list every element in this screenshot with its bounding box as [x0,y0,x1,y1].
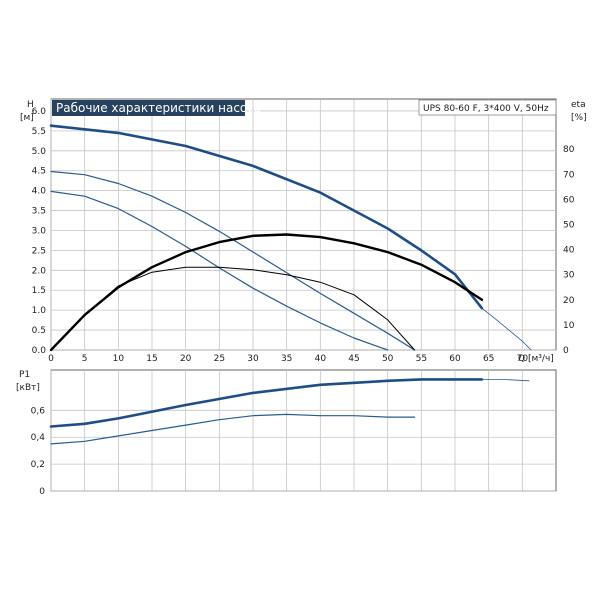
y-tick-label: 2.0 [32,266,47,276]
y2-tick-label: 20 [563,296,575,306]
y2-tick-label: 60 [563,195,575,205]
y-tick-label: 5.5 [32,127,46,137]
head-eta-plot: 0 5 10 15 20 25 30 35 40 45 50 55 60 65 70 0.0 0.5 1.0 1.5… [20,98,587,364]
y-tick-label: 1.0 [32,306,47,316]
plot-area [50,98,557,351]
y2-tick-label: 40 [563,246,575,256]
head-curve [50,170,416,351]
plot-area [50,369,557,492]
y-tick-label: 3.0 [32,226,47,236]
y-tick-label: 3.5 [32,207,46,217]
y-tick-label: 1.5 [32,286,46,296]
y2-tick-label: 70 [563,170,575,180]
head-curve [49,124,484,310]
y-tick-label: 0,6 [31,406,46,416]
x-tick-label: 30 [247,354,259,364]
x-tick-label: 40 [315,354,327,364]
x-tick-label: 25 [214,354,225,364]
y-axis-label: P1 [19,370,30,380]
efficiency-curve [49,233,484,352]
x-tick-label: 55 [416,354,427,364]
x-tick-label: 0 [48,354,54,364]
title-box [52,100,245,116]
y2-tick-label: 10 [563,321,575,331]
head-curve [50,190,389,351]
x-tick-label: 65 [483,354,494,364]
y-tick-label: 0.0 [32,346,47,356]
y-tick-label: 4.0 [32,187,47,197]
x-tick-label: 35 [281,354,292,364]
y-tick-label: 0,4 [31,433,46,443]
x-tick-label: 10 [113,354,125,364]
model-box [418,99,557,116]
y2-axis-label: eta [571,100,586,110]
y-tick-label: 4.5 [32,167,46,177]
y-tick-label: 0,2 [31,460,45,470]
y-tick-label: 5.0 [32,147,47,157]
efficiency-curve [50,266,416,351]
model-label: UPS 80-60 F, 3*400 V, 50Hz [423,104,549,114]
y-axis-unit: [кВт] [16,383,40,393]
y-axis-label: H [27,100,34,110]
x-tick-label: 45 [348,354,359,364]
head-curve [481,307,532,351]
chart-title: Рабочие характеристики насоса [56,101,261,115]
y-tick-label: 0 [39,487,45,497]
x-tick-label: 50 [382,354,394,364]
x-tick-label: 60 [449,354,461,364]
x-tick-label: 70 [517,354,529,364]
power-curve [50,413,416,445]
x-tick-label: 15 [146,354,157,364]
power-curve [49,378,484,428]
y-tick-label: 2.5 [32,246,46,256]
power-curve [481,378,530,382]
y2-tick-label: 50 [563,221,575,231]
y2-axis-unit: [%] [571,113,587,123]
y-tick-label: 0.5 [32,326,46,336]
y-axis-unit: [м] [20,113,34,123]
y-tick-label: 6.0 [32,107,47,117]
power-plot: 0 0,2 0,4 0,6 P1 [кВт] [16,369,557,497]
x-axis-label: Q [518,354,525,364]
y2-tick-label: 30 [563,271,575,281]
y2-tick-label: 0 [563,346,569,356]
x-axis-unit: [м³/ч] [528,354,554,364]
x-tick-label: 20 [180,354,192,364]
y2-tick-label: 80 [563,145,575,155]
x-tick-label: 5 [82,354,88,364]
